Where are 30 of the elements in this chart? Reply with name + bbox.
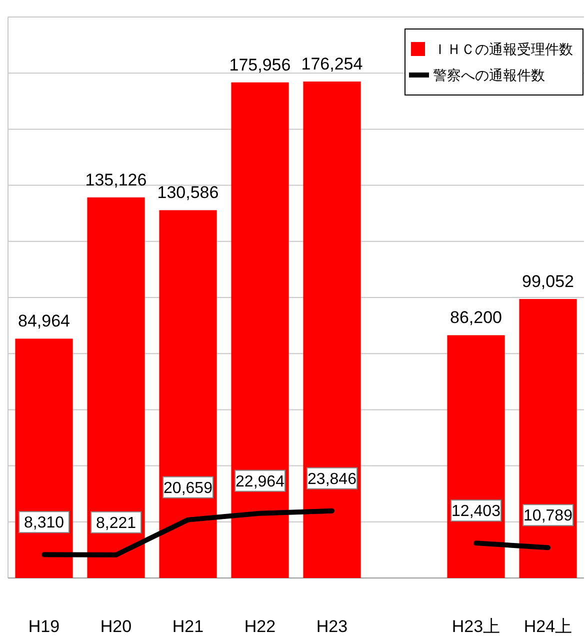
data-label: 135,126 [85, 170, 147, 190]
data-label: 8,310 [24, 514, 64, 532]
data-label: 130,586 [157, 183, 219, 202]
data-label: 175,956 [229, 55, 291, 74]
data-label: 176,254 [301, 54, 363, 74]
x-tick-label: H22 [244, 617, 276, 636]
x-tick-label: H24上 [524, 617, 572, 636]
data-label: 84,964 [18, 312, 70, 331]
bar [519, 298, 577, 578]
data-label: 22,964 [236, 473, 285, 490]
data-label: 10,789 [524, 508, 573, 525]
data-label: 99,052 [522, 272, 574, 291]
bar [303, 82, 361, 578]
x-tick-label: H21 [172, 617, 204, 636]
legend-label: ＩＨＣの通報受理件数 [433, 41, 573, 57]
x-tick-label: H23上 [452, 617, 500, 636]
data-label: 23,846 [308, 470, 357, 488]
x-tick-label: H23 [316, 617, 348, 636]
bar [447, 335, 505, 578]
data-label: 20,659 [164, 480, 213, 497]
x-tick-label: H20 [100, 617, 132, 636]
bar [231, 82, 289, 578]
data-label: 12,403 [452, 503, 501, 520]
data-label: 86,200 [450, 308, 502, 328]
bar [159, 210, 217, 578]
legend-label: 警察への通報件数 [433, 67, 545, 83]
bar [87, 197, 145, 578]
x-tick-label: H19 [28, 617, 60, 636]
data-label: 8,221 [96, 514, 136, 532]
bar [15, 338, 73, 578]
